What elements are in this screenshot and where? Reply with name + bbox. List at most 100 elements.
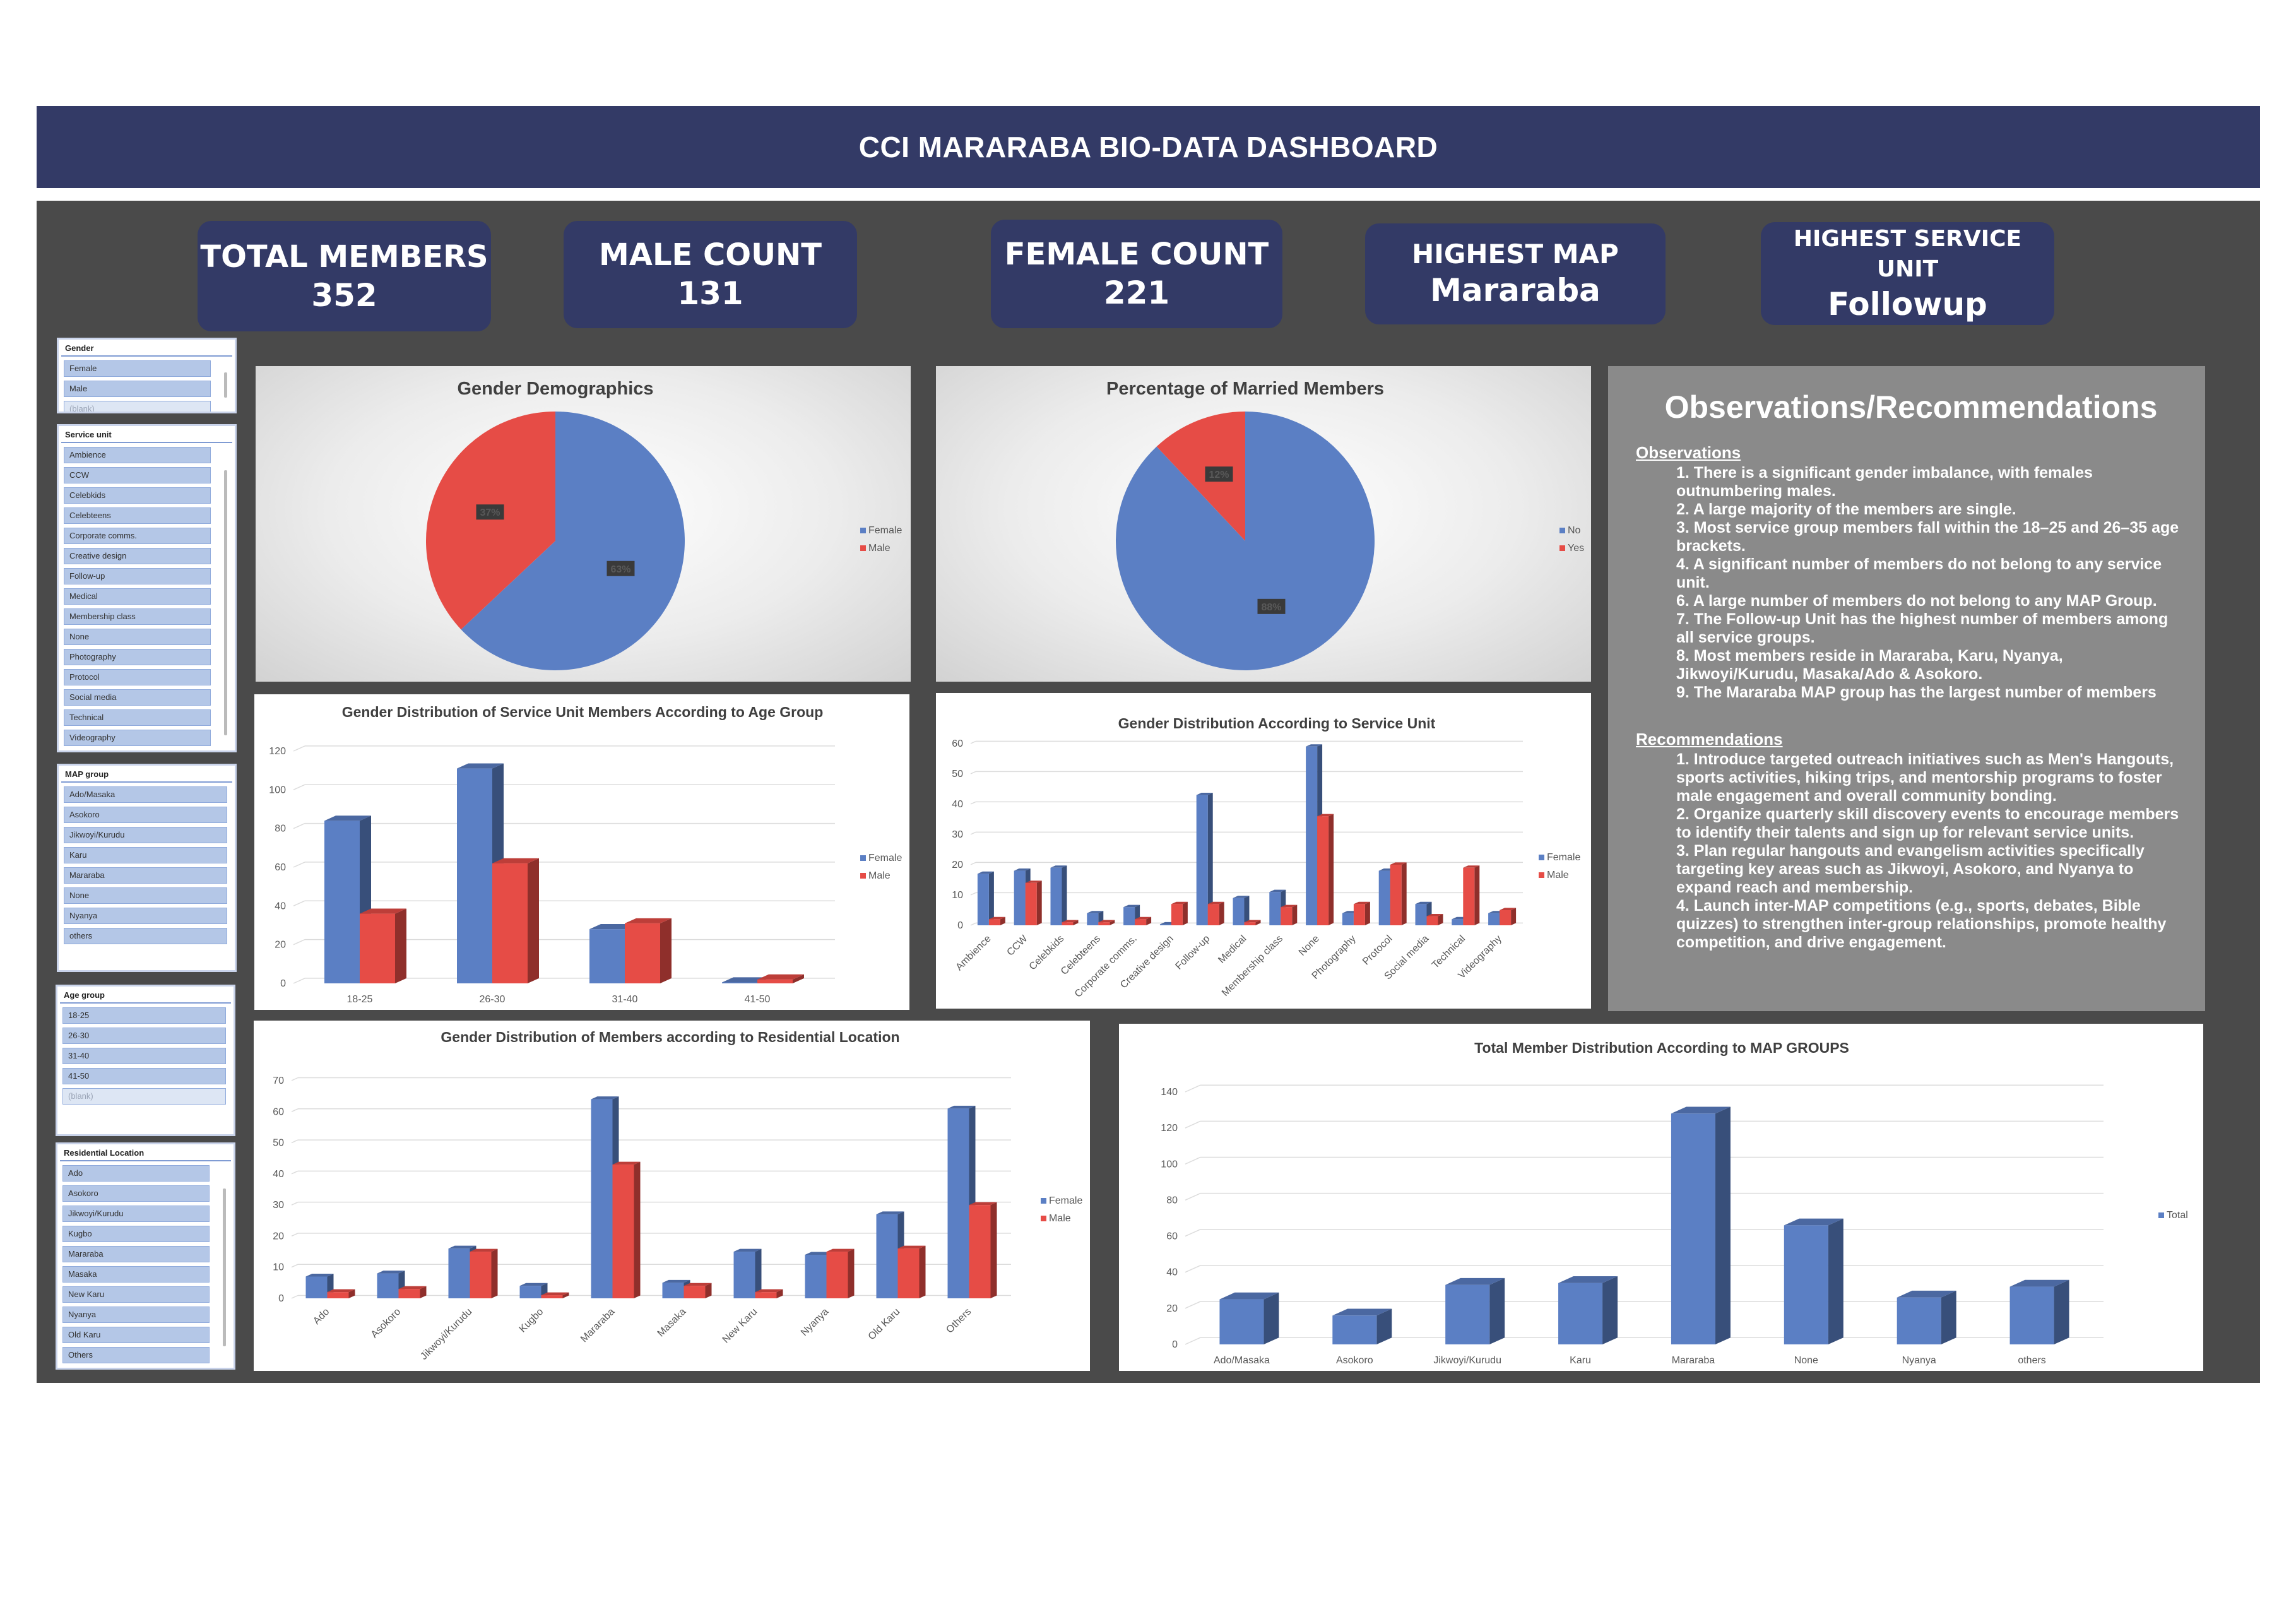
y-tick-label: 20 [273,1231,284,1242]
bar-side [395,908,406,983]
slicer-title: MAP group [61,766,232,783]
slicer-item[interactable]: Others [62,1347,210,1363]
bar [733,1248,762,1298]
bar-top [1050,865,1067,868]
bar [492,858,539,983]
slicer-item[interactable]: Karu [64,847,227,863]
bar-side [1062,865,1067,925]
bar-front [1196,795,1208,925]
bar-top [327,1289,355,1293]
legend-label: Male [868,870,891,881]
slicer-item[interactable]: Celebteens [64,507,211,524]
bar-top [492,858,539,863]
slicer-item[interactable]: Celebkids [64,487,211,504]
slicer-item[interactable]: Medical [64,588,211,605]
y-tick-label: 60 [275,862,286,873]
slicer-item[interactable]: 41-50 [62,1068,226,1084]
bar-front [377,1273,399,1298]
slicer-scrollbar[interactable] [224,372,227,398]
slicer-item[interactable]: None [64,887,227,904]
slicer-item[interactable]: Mararaba [64,867,227,884]
gridline [970,922,976,926]
data-label-box [607,560,635,576]
slicer-item[interactable]: 18-25 [62,1007,226,1024]
bar-front [327,1292,349,1298]
x-tick-label: Celebkids [1027,934,1067,973]
slicer-gender[interactable]: Gender Female Male (blank) [57,338,237,413]
slicer-item[interactable]: Social media [64,689,211,706]
slicer-item[interactable]: (blank) [64,401,211,412]
slicer-item[interactable]: others [64,928,227,944]
slicer-item[interactable]: Follow-up [64,568,211,584]
slicer-scrollbar[interactable] [224,470,227,735]
x-tick-label: Corporate comms. [1073,934,1139,1000]
slicer-item[interactable]: Masaka [62,1266,210,1283]
kpi-label: HIGHEST SERVICE UNIT [1793,225,2022,282]
x-tick-label: Nyanya [1902,1355,1936,1366]
slicer-item[interactable]: Nyanya [64,908,227,924]
slicer-age-group[interactable]: Age group 18-25 26-30 31-40 41-50 (blank… [56,985,235,1136]
y-tick-label: 20 [275,940,286,951]
gridline [1185,1337,1201,1345]
slicer-item[interactable]: (blank) [62,1088,226,1105]
gridline [291,1295,299,1299]
bar-side [1602,1276,1618,1344]
slicer-item[interactable]: Corporate comms. [64,528,211,544]
bar-side [1474,865,1480,925]
slicer-item[interactable]: Jikwoyi/Kurudu [64,827,227,843]
slicer-item[interactable]: Mararaba [62,1246,210,1262]
bar-side [1207,793,1213,925]
slicer-item[interactable]: Protocol [64,669,211,685]
kpi-value: Followup [1828,285,1987,323]
x-tick-label: Kugbo [518,1307,546,1335]
slicer-item[interactable]: Male [64,381,211,397]
data-label-box [1257,598,1286,614]
pie-slice [1116,412,1375,670]
slicer-item[interactable]: None [64,629,211,645]
gridline [970,771,976,774]
slicer-service-unit[interactable]: Service unit Ambience CCW Celebkids Cele… [57,424,237,752]
slicer-item[interactable]: Female [64,360,211,377]
bar-front [1087,913,1099,925]
gridline [970,892,976,896]
y-tick-label: 40 [273,1169,284,1180]
x-tick-label: Follow-up [1173,934,1212,972]
slicer-item[interactable]: CCW [64,467,211,483]
slicer-scrollbar[interactable] [223,1188,226,1346]
slicer-item[interactable]: 26-30 [62,1028,226,1044]
slicer-item[interactable]: Membership class [64,608,211,625]
observation-item: 7. The Follow-up Unit has the highest nu… [1676,610,2169,646]
slicer-item[interactable]: Technical [64,709,211,726]
y-tick-label: 60 [1166,1231,1178,1242]
slicer-item[interactable]: Ado [62,1165,210,1182]
x-tick-label: Membership class [1220,934,1285,999]
slicer-item[interactable]: Old Karu [62,1327,210,1343]
bar-side [1263,1292,1279,1344]
bar [1332,1308,1392,1344]
slicer-item[interactable]: Photography [64,649,211,665]
slicer-item[interactable]: Asokoro [62,1185,210,1202]
slicer-item[interactable]: Ado/Masaka [64,786,227,803]
bar-top [1269,889,1286,892]
slicer-item[interactable]: Kugbo [62,1226,210,1242]
y-tick-label: 70 [273,1076,284,1086]
slicer-item[interactable]: 31-40 [62,1048,226,1064]
slicer-item[interactable]: New Karu [62,1286,210,1303]
bar [1281,904,1298,925]
slicer-item[interactable]: Ambience [64,447,211,463]
bar-side [1182,901,1188,925]
gridline [1185,1084,1201,1093]
slicer-item[interactable]: Jikwoyi/Kurudu [62,1206,210,1222]
bar-front [1098,922,1110,925]
slicer-item[interactable]: Videography [64,730,211,746]
slicer-map-group[interactable]: MAP group Ado/Masaka Asokoro Jikwoyi/Kur… [57,764,237,972]
bar-side [1219,901,1224,925]
slicer-item[interactable]: Asokoro [64,807,227,823]
bar [1219,1292,1279,1344]
slicer-residential-location[interactable]: Residential Location Ado Asokoro Jikwoyi… [56,1142,235,1370]
slicer-item[interactable]: Nyanya [62,1307,210,1323]
slicer-item[interactable]: Creative design [64,548,211,564]
bar-side [705,1283,712,1298]
bar-front [1159,924,1171,925]
bar-top [1087,911,1104,913]
